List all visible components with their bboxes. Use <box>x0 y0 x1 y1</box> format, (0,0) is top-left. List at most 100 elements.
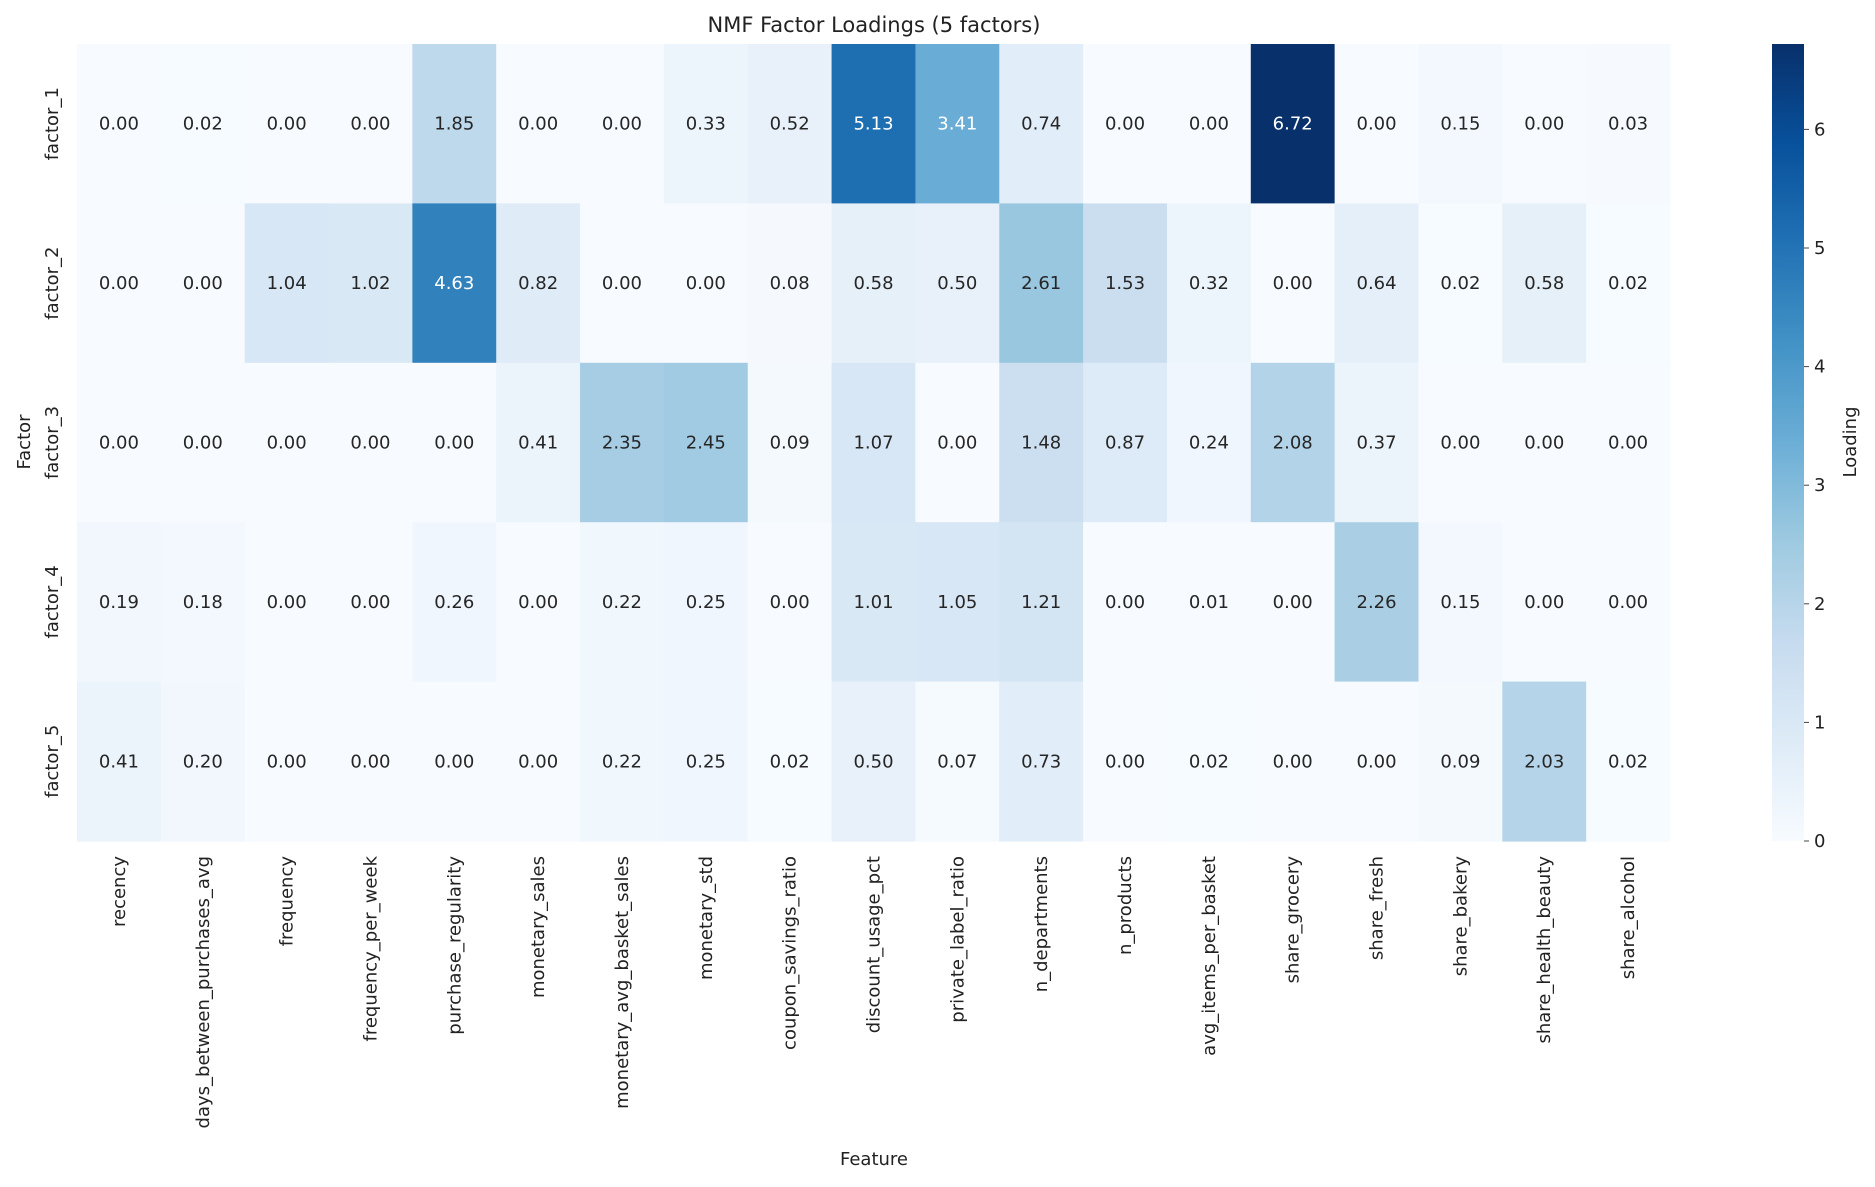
heatmap-cell <box>496 44 581 204</box>
colorbar-label: Loading <box>1840 406 1861 477</box>
cell-value-label: 2.03 <box>1524 751 1564 772</box>
heatmap-cell <box>1083 522 1168 683</box>
cell-value-label: 0.20 <box>183 751 223 772</box>
heatmap-cell <box>77 362 162 523</box>
cell-value-label: 4.63 <box>434 273 474 294</box>
cell-value-label: 0.00 <box>937 433 977 454</box>
cell-value-label: 0.37 <box>1357 433 1397 454</box>
cell-value-label: 0.02 <box>1440 273 1480 294</box>
heatmap-cell <box>999 44 1084 204</box>
y-tick-labels: factor_1 factor_2 factor_3 factor_4 factor_5 <box>42 87 63 798</box>
heatmap-cell <box>1250 44 1336 204</box>
y-tick-label: factor_1 <box>42 87 63 160</box>
heatmap-cells: 0.00 0.02 0.00 0.00 1.85 0.00 0.00 0.33 0.52 5.13… <box>77 44 1671 842</box>
cell-value-label: 0.00 <box>350 114 390 135</box>
heatmap-cell <box>999 362 1084 523</box>
heatmap-cell <box>1083 681 1168 842</box>
heatmap-cell <box>496 522 581 683</box>
colorbar-ticks: 0 1 2 3 4 5 6 <box>1804 119 1825 852</box>
x-tick-label: share_health_beauty <box>1534 856 1555 1044</box>
heatmap-cell <box>1502 362 1587 523</box>
cell-value-label: 1.53 <box>1105 273 1145 294</box>
cell-value-label: 0.00 <box>1357 751 1397 772</box>
heatmap-cell <box>580 522 665 683</box>
heatmap-cell <box>1502 681 1587 842</box>
heatmap-cell <box>77 522 162 683</box>
cell-value-label: 0.00 <box>1440 433 1480 454</box>
x-tick-label: n_departments <box>1031 856 1052 992</box>
heatmap-cell <box>1166 44 1252 204</box>
heatmap-cell <box>328 203 413 364</box>
heatmap-cell <box>831 362 917 523</box>
cell-value-label: 0.82 <box>518 273 558 294</box>
cell-value-label: 0.08 <box>770 273 810 294</box>
cell-value-label: 0.25 <box>686 592 726 613</box>
heatmap-cell <box>328 44 413 204</box>
heatmap-cell <box>160 522 246 683</box>
x-tick-label: private_label_ratio <box>947 856 968 1023</box>
x-tick-label: monetary_sales <box>528 856 549 998</box>
cell-value-label: 1.07 <box>853 433 893 454</box>
cell-value-label: 0.02 <box>770 751 810 772</box>
cell-value-label: 0.74 <box>1021 114 1061 135</box>
x-tick-label: share_alcohol <box>1618 856 1639 979</box>
heatmap-cell <box>915 522 1000 683</box>
y-tick-label: factor_2 <box>42 247 63 320</box>
heatmap-cell <box>580 362 665 523</box>
cell-value-label: 0.00 <box>1189 114 1229 135</box>
cell-value-label: 0.15 <box>1440 114 1480 135</box>
cell-value-label: 0.00 <box>1105 114 1145 135</box>
colorbar-tick-label: 4 <box>1814 357 1825 378</box>
heatmap-cell <box>999 522 1084 683</box>
cell-value-label: 0.00 <box>183 273 223 294</box>
cell-value-label: 0.41 <box>99 751 139 772</box>
x-tick-label: avg_items_per_basket <box>1199 856 1220 1056</box>
cell-value-label: 1.01 <box>853 592 893 613</box>
heatmap-cell <box>244 44 330 204</box>
cell-value-label: 3.41 <box>937 114 977 135</box>
heatmap-cell <box>915 203 1000 364</box>
cell-value-label: 0.58 <box>853 273 893 294</box>
cell-value-label: 0.00 <box>434 751 474 772</box>
cell-value-label: 0.64 <box>1357 273 1397 294</box>
heatmap-cell <box>1250 362 1336 523</box>
heatmap-cell <box>412 681 497 842</box>
heatmap-cell <box>160 681 246 842</box>
x-tick-label: share_grocery <box>1283 856 1304 984</box>
heatmap-cell <box>1334 522 1420 683</box>
y-tick-label: factor_5 <box>42 725 63 798</box>
cell-value-label: 0.00 <box>1524 114 1564 135</box>
heatmap-cell <box>77 681 162 842</box>
cell-value-label: 0.00 <box>267 433 307 454</box>
x-tick-label: frequency <box>277 856 298 947</box>
cell-value-label: 0.00 <box>99 433 139 454</box>
x-tick-label: discount_usage_pct <box>864 856 885 1033</box>
heatmap-cell <box>328 681 413 842</box>
cell-value-label: 1.02 <box>350 273 390 294</box>
heatmap-cell <box>77 44 162 204</box>
cell-value-label: 5.13 <box>853 114 893 135</box>
cell-value-label: 0.00 <box>267 114 307 135</box>
heatmap-cell <box>831 203 917 364</box>
cell-value-label: 0.00 <box>518 114 558 135</box>
heatmap-cell <box>831 44 917 204</box>
cell-value-label: 0.00 <box>518 592 558 613</box>
cell-value-label: 0.00 <box>350 592 390 613</box>
cell-value-label: 0.00 <box>1357 114 1397 135</box>
heatmap-cell <box>747 203 833 364</box>
heatmap-cell <box>1586 681 1671 842</box>
cell-value-label: 0.00 <box>1608 433 1648 454</box>
heatmap-cell <box>1334 44 1420 204</box>
cell-value-label: 0.25 <box>686 751 726 772</box>
cell-value-label: 0.15 <box>1440 592 1480 613</box>
heatmap-cell <box>1334 362 1420 523</box>
cell-value-label: 1.04 <box>267 273 307 294</box>
heatmap-cell <box>999 203 1084 364</box>
cell-value-label: 2.61 <box>1021 273 1061 294</box>
heatmap-cell <box>831 681 917 842</box>
heatmap-cell <box>1418 44 1503 204</box>
heatmap-cell <box>1166 681 1252 842</box>
cell-value-label: 0.00 <box>602 273 642 294</box>
cell-value-label: 2.08 <box>1273 433 1313 454</box>
